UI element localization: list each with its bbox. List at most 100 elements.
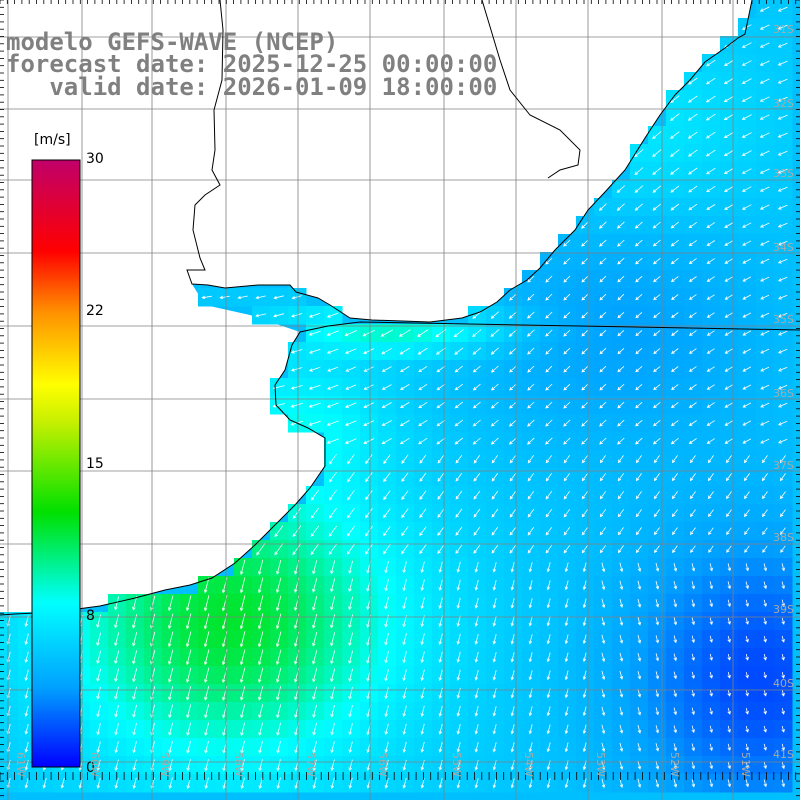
wind-arrow [326,330,339,336]
wind-arrow [347,490,355,501]
wind-arrow [564,670,569,681]
wind-arrow [276,631,282,648]
wind-arrow [330,578,336,593]
wind-arrow [563,347,571,355]
wind-arrow [546,652,551,663]
wind-arrow [96,777,101,789]
wind-arrow [759,96,770,102]
wind-arrow [292,525,302,537]
wind-arrow [763,581,767,590]
wind-arrow [474,561,479,573]
valid-date: valid date: 2026-01-09 18:00:00 [6,73,498,101]
wind-arrow [563,257,571,265]
wind-arrow [745,635,749,643]
wind-arrow [492,706,497,717]
wind-arrow [673,707,677,716]
wind-arrow [384,723,389,736]
wind-arrow [326,402,339,408]
wind-arrow [420,705,425,718]
wind-arrow [545,526,553,536]
wind-arrow [526,329,535,337]
wind-arrow [96,650,101,665]
wind-arrow [741,132,752,138]
wind-arrow [240,740,245,754]
wind-arrow [779,455,786,464]
wind-arrow [653,419,661,427]
wind-arrow [437,544,445,554]
wind-arrow [709,725,713,734]
wind-arrow [328,525,338,537]
wind-arrow [328,507,337,519]
wind-arrow [114,596,120,611]
wind-arrow [240,559,246,576]
wind-arrow [759,78,770,84]
wind-arrow [653,401,661,409]
wind-arrow [509,383,517,391]
wind-arrow [474,706,479,717]
wind-arrow [726,527,732,535]
wind-arrow [762,527,768,535]
wind-arrow [490,347,499,355]
wind-arrow [691,617,695,626]
wind-arrow [510,580,515,591]
wind-arrow [348,650,353,665]
wind-arrow [114,650,120,665]
wind-arrow [688,384,697,390]
wind-arrow [723,114,734,121]
wind-arrow [545,437,553,445]
wind-arrow [308,330,321,336]
wind-arrow [760,402,770,408]
wind-arrow [168,741,173,754]
wind-arrow [420,597,425,610]
wind-arrow [474,778,479,789]
wind-arrow [688,438,697,444]
wind-arrow [617,455,624,464]
wind-arrow [744,545,750,553]
wind-arrow [527,454,535,464]
wind-arrow [670,203,680,211]
wind-arrow [346,543,356,555]
wind-arrow [563,473,571,482]
wind-arrow [617,545,624,554]
wind-arrow [760,276,770,282]
wind-arrow [257,613,264,630]
wind-arrow [168,595,174,612]
wind-arrow [491,454,499,464]
wind-arrow [709,689,713,697]
wind-arrow [673,635,677,644]
wind-arrow [706,366,715,372]
wind-arrow [402,741,407,753]
wind-arrow [204,577,210,594]
wind-arrow [688,77,698,85]
wind-arrow [456,561,461,573]
wind-arrow [510,598,515,609]
wind-arrow [472,347,482,355]
wind-arrow [437,508,445,518]
wind-arrow [186,686,192,701]
wind-arrow [727,563,732,572]
wind-arrow [563,455,571,464]
wind-arrow [455,454,463,464]
wind-arrow [383,454,391,465]
wind-arrow [564,634,569,645]
wind-arrow [418,419,428,427]
wind-arrow [706,77,716,85]
wind-arrow [474,579,479,591]
wind-arrow [114,723,119,736]
wind-arrow [348,777,353,789]
wind-arrow [742,294,752,300]
wind-arrow [528,742,533,753]
wind-arrow [24,778,29,789]
wind-arrow [309,366,321,372]
wind-arrow [599,329,607,337]
lon-label: 51W [739,752,752,777]
wind-arrow [599,527,607,536]
wind-arrow [780,527,786,535]
wind-arrow [273,313,285,318]
wind-arrow [724,402,734,408]
wind-arrow [634,239,643,247]
wind-arrow [185,613,192,630]
wind-arrow [778,420,788,426]
wind-arrow [276,759,281,772]
